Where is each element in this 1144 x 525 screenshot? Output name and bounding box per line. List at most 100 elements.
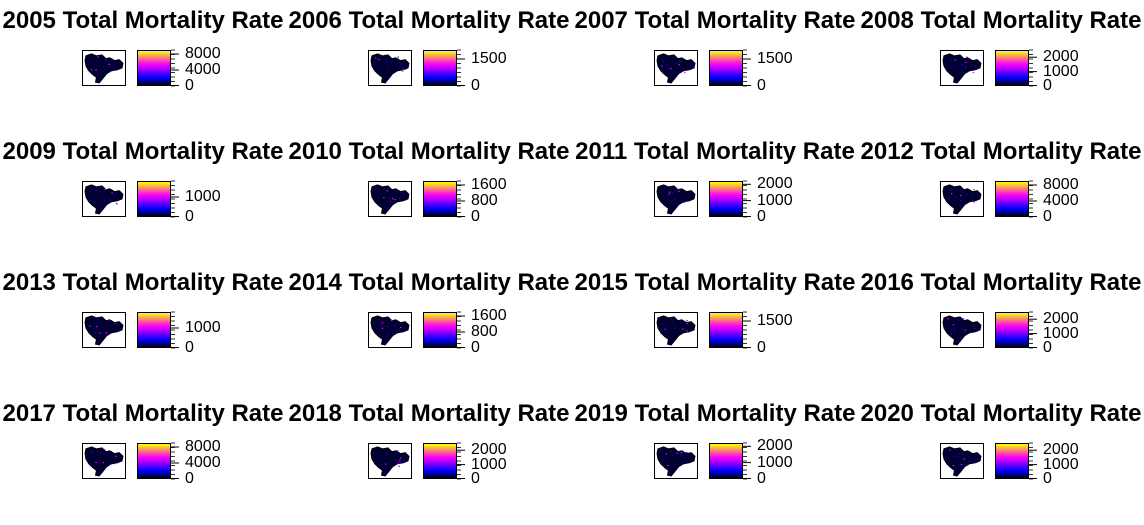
legend-color-bar <box>995 443 1029 479</box>
legend-color-bar <box>423 181 457 217</box>
district-mark <box>95 461 97 463</box>
legend-ticks <box>457 311 467 349</box>
region-map <box>654 312 698 348</box>
chart-panel: 2009 Total Mortality Rate 0 1000 <box>0 131 286 262</box>
region-shape <box>656 53 696 84</box>
district-mark <box>116 203 119 205</box>
legend-color-bar <box>423 443 457 479</box>
district-mark <box>400 192 403 194</box>
district-mark <box>963 318 965 320</box>
chart-panel: 2010 Total Mortality Rate 0 800 1600 <box>286 131 572 262</box>
legend-tick-label: 0 <box>185 339 194 356</box>
district-mark <box>949 449 951 451</box>
chart-title: 2014 Total Mortality Rate <box>288 269 570 296</box>
district-mark <box>684 72 686 74</box>
district-mark <box>960 195 962 197</box>
chart-title: 2015 Total Mortality Rate <box>574 269 856 296</box>
district-mark <box>950 60 953 62</box>
district-mark <box>685 452 688 454</box>
region-map <box>940 181 984 217</box>
district-mark <box>667 464 669 467</box>
district-mark <box>115 455 117 457</box>
district-mark <box>964 329 966 331</box>
district-mark <box>671 454 673 456</box>
legend-tick-label: 0 <box>757 339 766 356</box>
legend-ticks <box>743 311 753 349</box>
chart-panel: 2013 Total Mortality Rate 0 1000 <box>0 262 286 393</box>
legend-tick-label: 1000 <box>185 319 221 336</box>
region-shape <box>370 184 410 215</box>
legend-ticks <box>1029 311 1039 349</box>
district-mark <box>683 201 685 203</box>
legend-tick-label: 0 <box>471 470 480 487</box>
district-mark <box>108 63 111 65</box>
district-mark <box>665 63 668 65</box>
district-mark <box>100 451 102 454</box>
legend-color-bar <box>423 312 457 348</box>
legend-tick-label: 1600 <box>471 176 507 193</box>
district-mark <box>105 332 107 334</box>
legend-color-bar <box>137 312 171 348</box>
legend-tick-label: 2000 <box>1043 48 1079 66</box>
legend-ticks <box>171 49 181 87</box>
district-mark <box>661 458 664 461</box>
district-mark <box>682 328 684 330</box>
legend-ticks <box>1029 49 1039 87</box>
district-mark <box>375 57 377 59</box>
region-map <box>82 443 126 479</box>
legend-tick-label: 0 <box>185 470 194 487</box>
district-mark <box>686 323 689 325</box>
legend-color-bar <box>137 50 171 86</box>
region-shape <box>656 446 696 477</box>
region-shape <box>370 315 410 346</box>
district-mark <box>102 462 105 464</box>
district-mark <box>961 328 963 330</box>
district-mark <box>670 68 672 70</box>
region-map <box>940 50 984 86</box>
chart-title: 2019 Total Mortality Rate <box>574 400 856 427</box>
chart-title: 2007 Total Mortality Rate <box>574 7 856 34</box>
region-shape <box>84 53 124 84</box>
district-mark <box>382 328 385 330</box>
district-mark <box>675 62 678 64</box>
legend-tick-label: 0 <box>185 77 194 94</box>
district-mark <box>385 453 388 455</box>
district-mark <box>662 61 664 63</box>
region-shape <box>370 53 410 84</box>
district-mark <box>113 462 115 465</box>
legend-tick-label: 800 <box>471 192 498 209</box>
district-mark <box>99 187 101 189</box>
district-mark <box>952 324 955 326</box>
region-shape <box>942 53 982 84</box>
legend-color-bar <box>137 181 171 217</box>
district-mark <box>678 450 680 453</box>
region-map <box>82 181 126 217</box>
legend-tick-label: 8000 <box>185 45 221 62</box>
district-mark <box>386 67 389 69</box>
district-mark <box>106 59 108 61</box>
district-mark <box>952 58 955 60</box>
district-mark <box>114 322 116 325</box>
region-shape <box>656 315 696 346</box>
district-mark <box>964 66 967 69</box>
legend-tick-label: 1000 <box>1043 324 1079 342</box>
district-mark <box>387 326 390 328</box>
chart-panel: 2012 Total Mortality Rate 0 4000 8000 <box>858 131 1144 262</box>
district-mark <box>668 68 670 70</box>
chart-panel: 2020 Total Mortality Rate 0 1000 2000 <box>858 393 1144 524</box>
district-mark <box>97 56 99 58</box>
legend-tick-label: 2000 <box>757 175 793 193</box>
district-mark <box>378 58 380 61</box>
district-mark <box>397 462 400 464</box>
chart-panel: 2015 Total Mortality Rate 0 1500 <box>572 262 858 393</box>
chart-panel: 2005 Total Mortality Rate 0 4000 8000 <box>0 0 286 131</box>
district-mark <box>671 320 673 322</box>
legend-ticks <box>1029 442 1039 480</box>
district-mark <box>677 188 679 190</box>
legend-tick-label: 0 <box>185 208 194 225</box>
district-mark <box>89 200 91 202</box>
district-mark <box>973 201 975 203</box>
district-mark <box>402 68 404 70</box>
district-mark <box>108 320 110 322</box>
chart-panel: 2007 Total Mortality Rate 0 1500 <box>572 0 858 131</box>
